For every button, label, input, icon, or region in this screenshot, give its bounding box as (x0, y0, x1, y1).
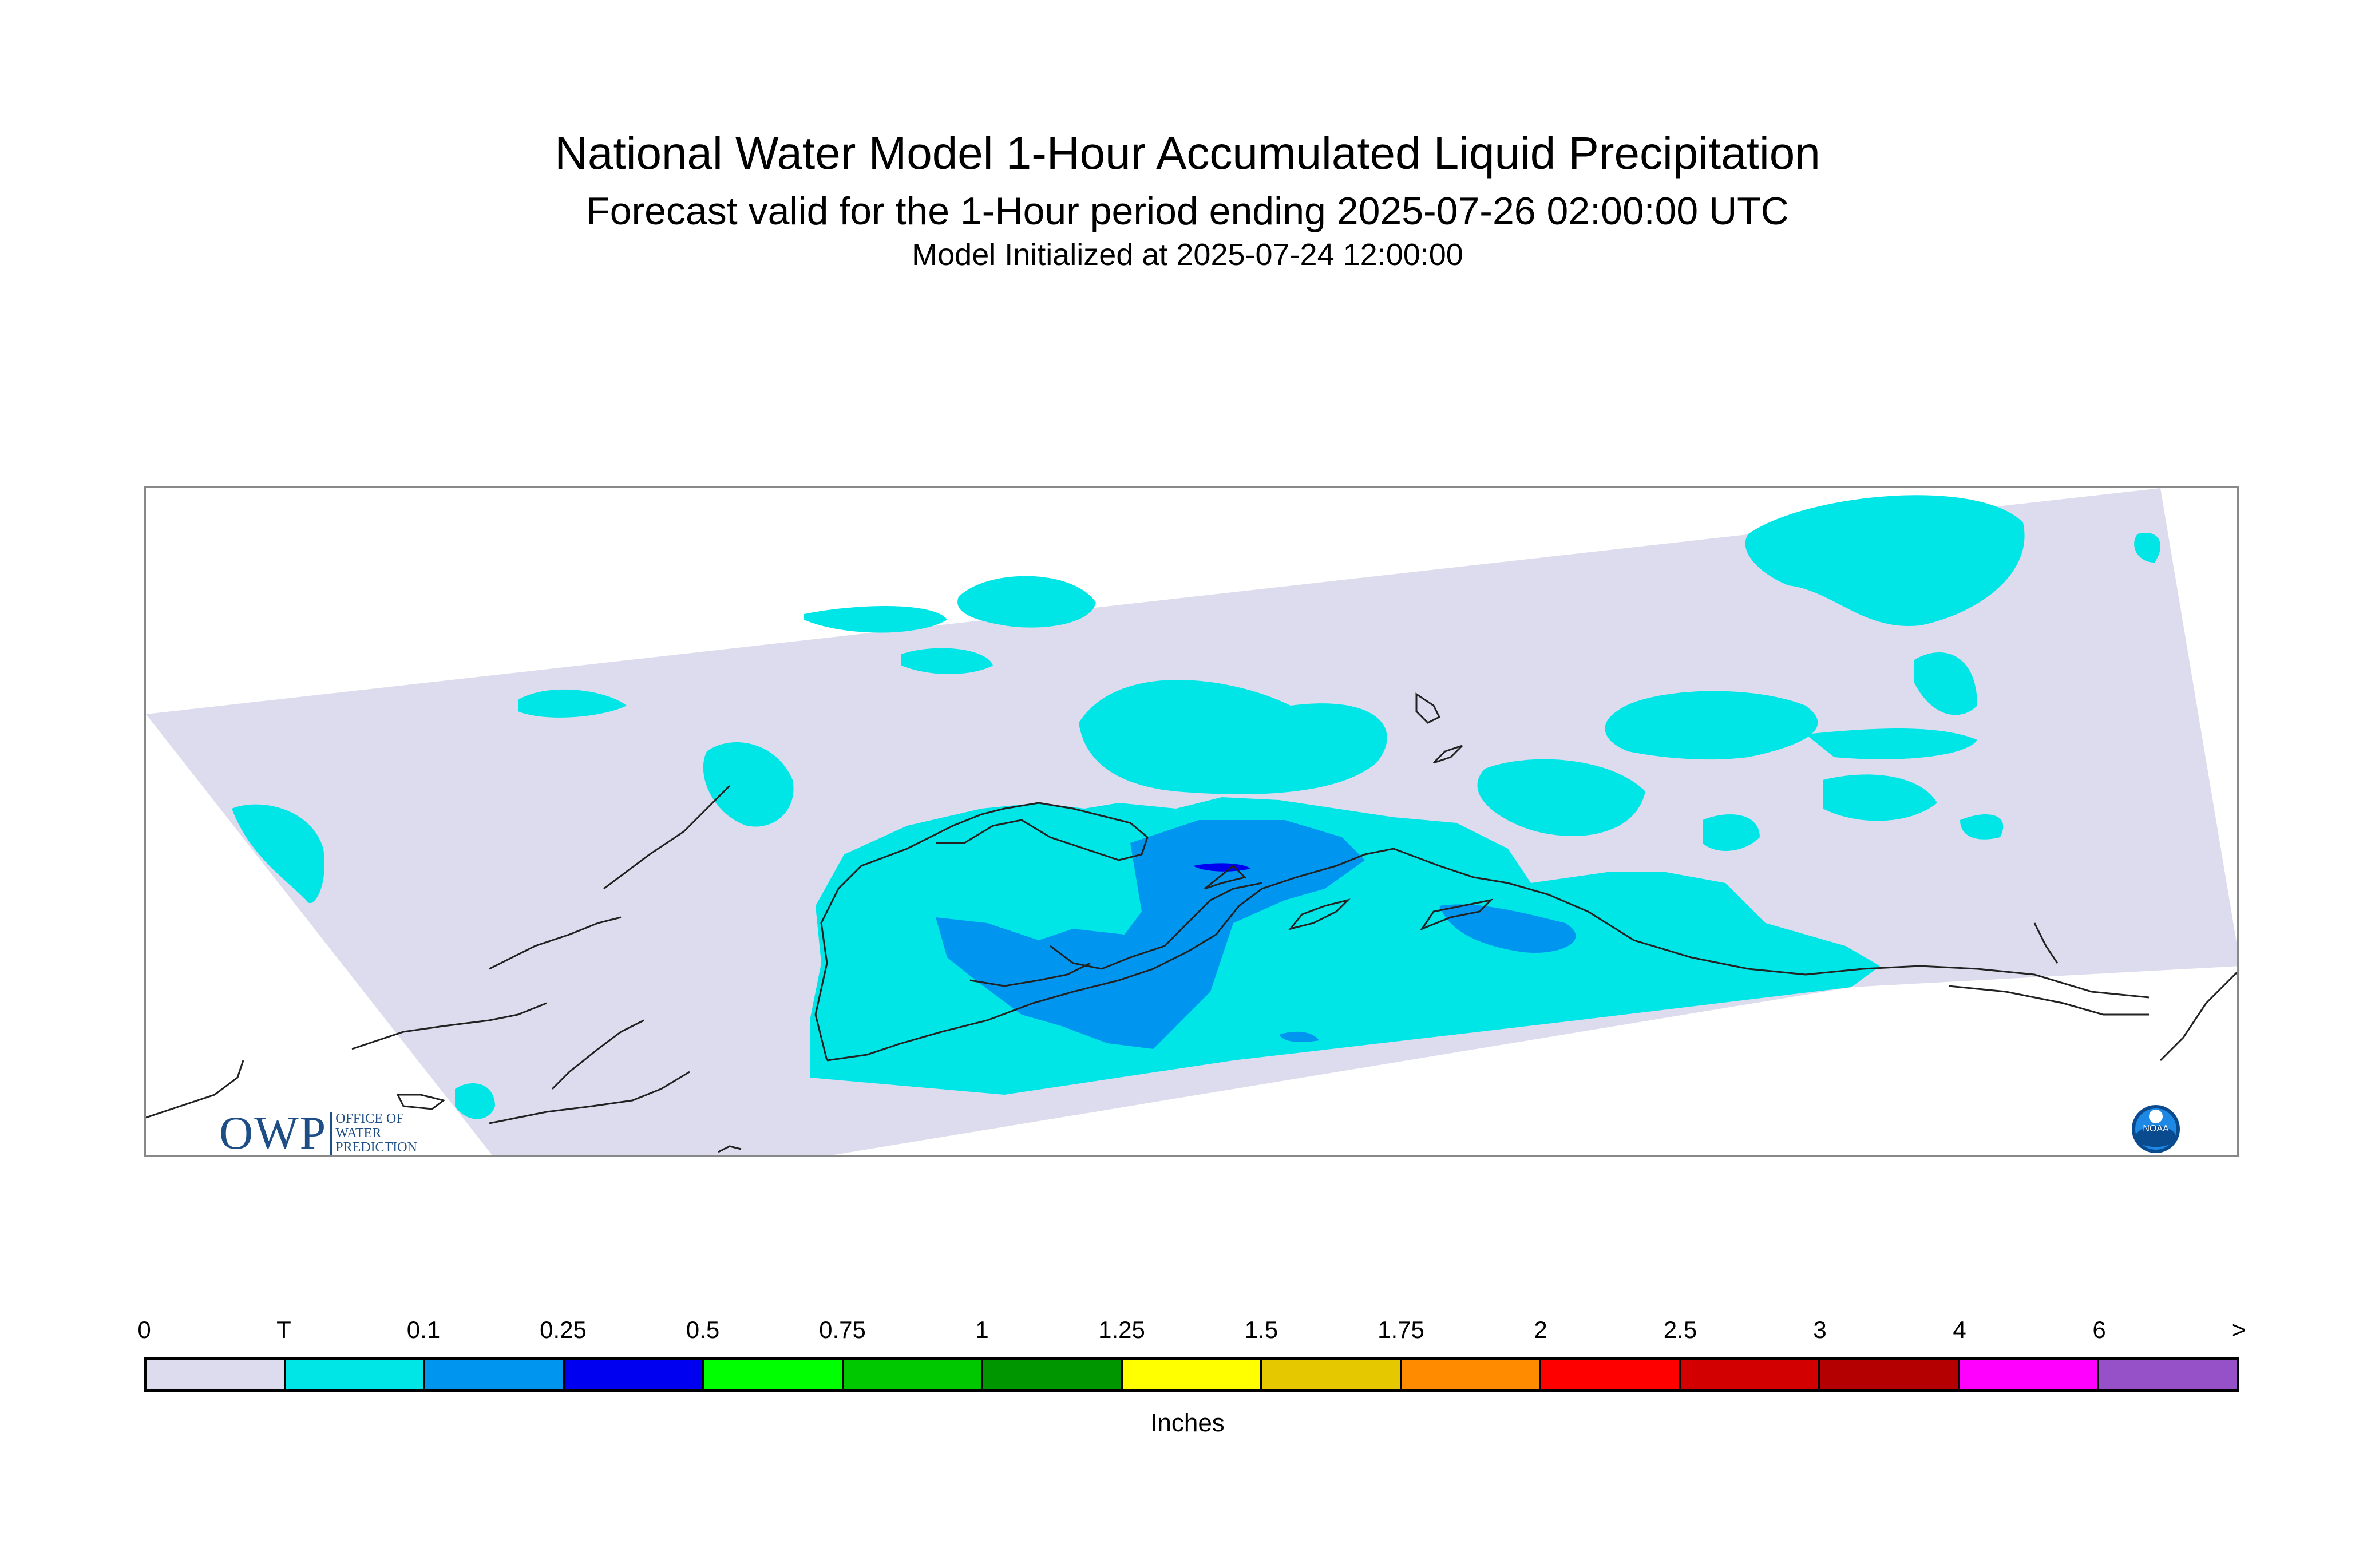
trace-area-northeast (1745, 495, 2025, 626)
legend-swatch (147, 1360, 286, 1389)
legend-color-bar (144, 1357, 2239, 1392)
legend-swatch (2099, 1360, 2237, 1389)
legend-swatch (1402, 1360, 1542, 1389)
trace-area-north-blob (1079, 680, 1387, 794)
forecast-valid-subtitle: Forecast valid for the 1-Hour period end… (586, 189, 1789, 233)
trace-area-east-2 (1806, 728, 1977, 759)
legend-tick-label: 1 (975, 1316, 989, 1343)
legend-tick-label: 1.75 (1378, 1316, 1424, 1343)
map-canvas: NOAA (146, 488, 2237, 1155)
legend-tick-label: 2.5 (1663, 1316, 1697, 1343)
coastline-alaska-peninsula (826, 848, 2150, 1062)
trace-area-far-west (232, 804, 325, 904)
coastline-west-7 (603, 785, 731, 890)
legend-swatch (844, 1360, 984, 1389)
coastline-east-1 (1948, 985, 2149, 1016)
legend-tick-label: T (276, 1316, 291, 1343)
trace-area-far-east (1960, 814, 2004, 840)
coastline-cook-inlet (1050, 882, 1262, 970)
legend-swatch (565, 1360, 704, 1389)
legend-swatch (1541, 1360, 1681, 1389)
legend-tick-label: 0 (137, 1316, 151, 1343)
coastline-west-6 (551, 1019, 644, 1090)
legend-tick-label: 2 (1534, 1316, 1547, 1343)
legend-swatch (1960, 1360, 2100, 1389)
coastline-west-4 (146, 1060, 244, 1119)
trace-area-west-blob (703, 742, 794, 827)
trace-area-ne-edge (2134, 533, 2160, 563)
model-init-subtitle: Model Initialized at 2025-07-24 12:00:00 (912, 237, 1463, 272)
legend-swatch (1123, 1360, 1262, 1389)
trace-area-north-1 (957, 576, 1096, 628)
legend-swatch (1820, 1360, 1960, 1389)
legend-labels: 0 T 0.1 0.25 0.5 0.75 1 1.25 1.5 1.75 2 2.5 3 4 6 > (0, 1316, 2375, 1351)
legend-swatch (425, 1360, 565, 1389)
light-precip-areas (936, 820, 1576, 1049)
legend-swatch (286, 1360, 426, 1389)
trace-area-east-4 (1703, 814, 1760, 851)
legend-tick-label: 3 (1813, 1316, 1827, 1343)
legend-tick-label: 0.1 (406, 1316, 441, 1343)
coastline-east-3 (2033, 922, 2059, 964)
light-area-central (936, 820, 1365, 1049)
map-title: National Water Model 1-Hour Accumulated … (555, 128, 1820, 179)
noaa-logo-text: NOAA (2143, 1124, 2169, 1134)
legend-tick-label: 1.5 (1244, 1316, 1278, 1343)
noaa-logo: NOAA (2132, 1105, 2180, 1153)
coastline-east-2 (2159, 971, 2237, 1062)
trace-area-north-3 (901, 648, 993, 674)
legend-tick-label: 6 (2092, 1316, 2106, 1343)
legend-swatch (1681, 1360, 1820, 1389)
trace-area-east-5 (1823, 774, 1937, 821)
coastline-west-2 (351, 1002, 547, 1050)
legend-swatch (983, 1360, 1123, 1389)
coastline-islands-2 (1420, 898, 1494, 931)
owp-logo-subtext: OFFICE OF WATER PREDICTION (330, 1111, 417, 1155)
coastline-north-1 (1415, 692, 1441, 724)
trace-area-ne-small (1914, 652, 1977, 715)
coastline-south-1 (718, 1145, 742, 1153)
owp-logo: OWP OFFICE OF WATER PREDICTION (219, 1106, 417, 1157)
owp-logo-text: OWP (219, 1107, 327, 1157)
legend-tick-label: 0.25 (540, 1316, 587, 1343)
coastline-mainland (814, 802, 1149, 1061)
trace-area-east (1605, 691, 1818, 760)
coastline-north-2 (1432, 745, 1463, 764)
trace-area-southwest (455, 1083, 495, 1119)
trace-area-northwest (518, 689, 627, 718)
legend-tick-label: 0.75 (819, 1316, 866, 1343)
trace-area-east-3 (1477, 759, 1645, 836)
coastline-west-1 (489, 1071, 690, 1124)
coastline-west-3 (489, 916, 622, 970)
legend-swatch (1262, 1360, 1402, 1389)
coastline-west-5 (396, 1094, 446, 1110)
coastline-outlines (146, 692, 2237, 1153)
precipitation-map: NOAA OWP OFFICE OF WATER PREDICTION (144, 486, 2239, 1157)
coastline-kodiak (969, 962, 1091, 987)
legend-units-label: Inches (1150, 1409, 1225, 1437)
legend-tick-label: > (2231, 1316, 2246, 1343)
coastline-islands-1 (1288, 898, 1351, 930)
legend-swatch (704, 1360, 844, 1389)
legend-tick-label: 1.25 (1098, 1316, 1145, 1343)
light-area-small (1279, 1031, 1319, 1042)
legend-tick-label: 0.5 (686, 1316, 720, 1343)
legend-tick-label: 4 (1953, 1316, 1966, 1343)
coastline-islands-3 (1204, 864, 1246, 890)
trace-area-north-2 (804, 606, 947, 633)
light-area-east (1439, 904, 1576, 953)
